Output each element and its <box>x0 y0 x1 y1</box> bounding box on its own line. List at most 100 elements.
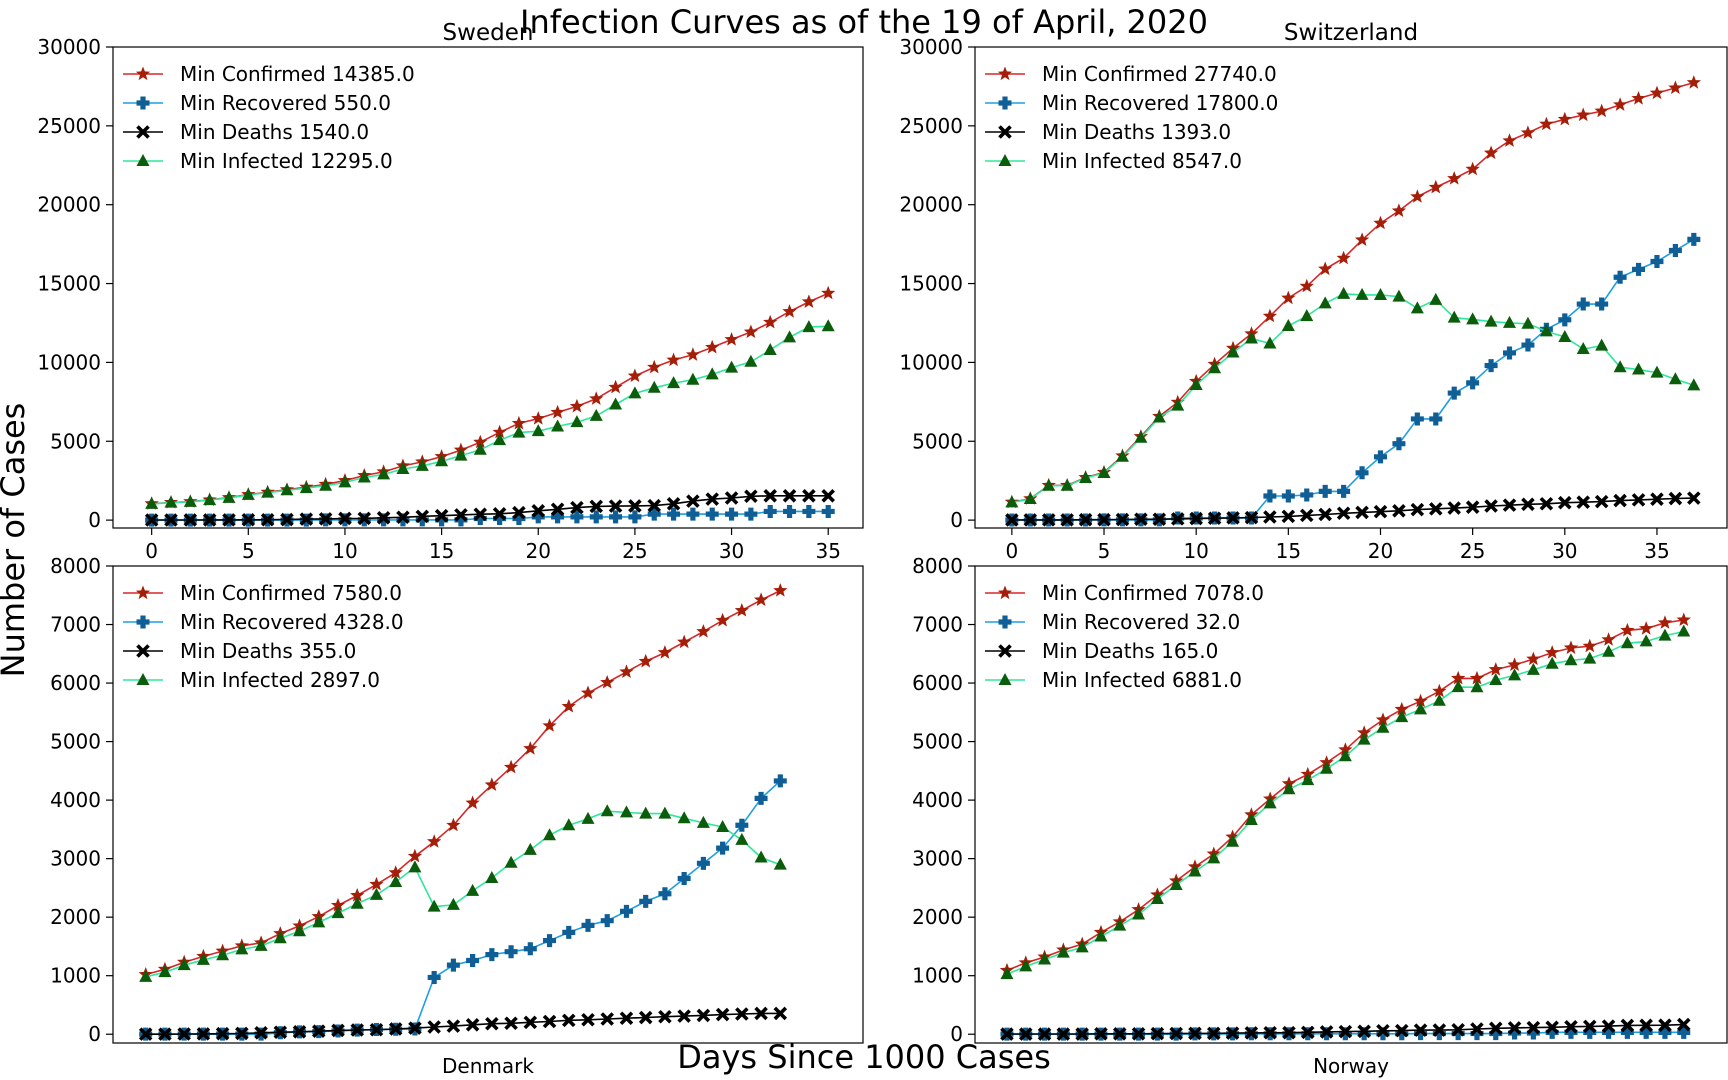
data-point-recovered <box>1466 376 1480 390</box>
data-point-infected <box>1301 773 1315 786</box>
y-tick-label: 0 <box>88 508 101 532</box>
data-point-deaths <box>1502 498 1517 512</box>
data-point-infected <box>1320 761 1334 774</box>
data-point-infected <box>1583 651 1597 664</box>
data-point-recovered <box>1373 450 1387 464</box>
data-point-deaths <box>1447 501 1461 515</box>
data-point-infected <box>1188 864 1202 877</box>
data-point-deaths <box>144 513 159 527</box>
data-point-deaths <box>512 505 526 520</box>
data-point-confirmed <box>589 391 604 405</box>
data-point-deaths <box>1392 504 1406 518</box>
data-point-infected <box>1000 967 1014 980</box>
y-tick-label: 2000 <box>912 905 963 929</box>
data-point-confirmed <box>1318 261 1333 276</box>
data-point-deaths <box>735 1007 749 1021</box>
data-point-recovered <box>628 510 642 524</box>
data-point-infected <box>523 842 537 855</box>
data-point-deaths <box>1668 491 1683 506</box>
x-tick-label: 30 <box>719 539 744 563</box>
data-point-deaths <box>1206 1026 1221 1041</box>
data-point-infected <box>1687 378 1701 391</box>
data-point-confirmed <box>523 741 538 755</box>
data-point-deaths <box>331 1023 345 1038</box>
data-point-deaths <box>715 1007 730 1022</box>
data-point-infected <box>350 896 364 909</box>
data-point-infected <box>1152 410 1166 423</box>
x-tick-label: 30 <box>1552 539 1577 563</box>
series-deaths <box>1005 491 1701 527</box>
data-point-infected <box>1668 372 1682 385</box>
data-point-deaths <box>782 489 797 503</box>
y-tick-label: 10000 <box>37 350 101 374</box>
data-point-infected <box>1132 907 1146 920</box>
series-deaths <box>1000 1017 1691 1041</box>
data-point-deaths <box>1131 1027 1146 1041</box>
data-point-confirmed <box>1394 701 1409 716</box>
legend-marker-confirmed <box>135 66 151 81</box>
data-point-deaths <box>504 1016 518 1031</box>
data-point-recovered <box>667 507 681 521</box>
data-point-deaths <box>408 1021 422 1035</box>
legend-marker-confirmed <box>997 585 1013 600</box>
data-point-deaths <box>485 1016 499 1031</box>
data-point-recovered <box>619 904 633 918</box>
panel-title: Sweden <box>443 20 534 46</box>
data-point-deaths <box>589 499 604 514</box>
data-point-deaths <box>1470 1022 1484 1036</box>
data-point-infected <box>1639 634 1653 647</box>
y-tick-label: 8000 <box>50 554 101 578</box>
data-point-confirmed <box>1391 203 1407 217</box>
data-point-infected <box>408 860 422 873</box>
data-point-deaths <box>318 512 333 526</box>
data-point-recovered <box>600 914 614 928</box>
data-point-infected <box>1075 940 1089 953</box>
data-point-infected <box>435 454 449 467</box>
legend-marker-confirmed <box>997 66 1013 81</box>
data-point-infected <box>1208 361 1222 374</box>
data-point-recovered <box>1508 1026 1522 1040</box>
data-point-infected <box>1355 287 1369 300</box>
data-point-infected <box>1539 324 1553 337</box>
y-tick-label: 15000 <box>37 272 101 296</box>
data-point-infected <box>1263 796 1277 809</box>
data-point-confirmed <box>608 379 623 394</box>
data-point-confirmed <box>696 624 711 638</box>
data-point-infected <box>1189 378 1203 391</box>
series-line-infected <box>151 325 829 505</box>
data-point-infected <box>725 360 739 373</box>
data-point-recovered <box>677 872 691 886</box>
data-point-confirmed <box>600 675 615 689</box>
data-point-infected <box>1023 491 1037 504</box>
y-tick-label: 20000 <box>899 193 963 217</box>
y-tick-label: 0 <box>88 1022 101 1046</box>
data-point-confirmed <box>821 285 836 300</box>
data-point-infected <box>647 380 661 393</box>
data-point-deaths <box>550 502 565 517</box>
data-point-infected <box>1489 672 1503 685</box>
legend-label-infected: Min Infected 12295.0 <box>180 149 393 173</box>
y-tick-label: 1000 <box>50 964 101 988</box>
data-point-infected <box>280 483 294 496</box>
data-point-recovered <box>725 507 739 521</box>
data-point-infected <box>1447 310 1461 323</box>
data-point-deaths <box>260 512 275 527</box>
data-point-deaths <box>1432 1023 1447 1037</box>
data-point-deaths <box>1650 492 1664 506</box>
x-tick-label: 35 <box>1644 539 1669 563</box>
data-point-confirmed <box>1410 189 1425 203</box>
data-point-recovered <box>1392 437 1406 451</box>
data-point-confirmed <box>542 718 557 732</box>
legend: Min Confirmed 7580.0 Min Recovered 4328.0… <box>123 581 404 692</box>
data-point-infected <box>196 952 210 965</box>
data-point-infected <box>1338 749 1352 762</box>
data-point-deaths <box>1041 513 1056 527</box>
data-point-infected <box>1414 702 1428 715</box>
data-point-recovered <box>454 513 468 527</box>
data-point-deaths <box>1507 1021 1522 1035</box>
legend-label-infected: Min Infected 6881.0 <box>1042 668 1242 692</box>
data-point-recovered <box>1687 232 1701 246</box>
data-point-infected <box>389 875 403 888</box>
data-point-confirmed <box>1336 250 1351 265</box>
data-point-confirmed <box>773 583 788 597</box>
